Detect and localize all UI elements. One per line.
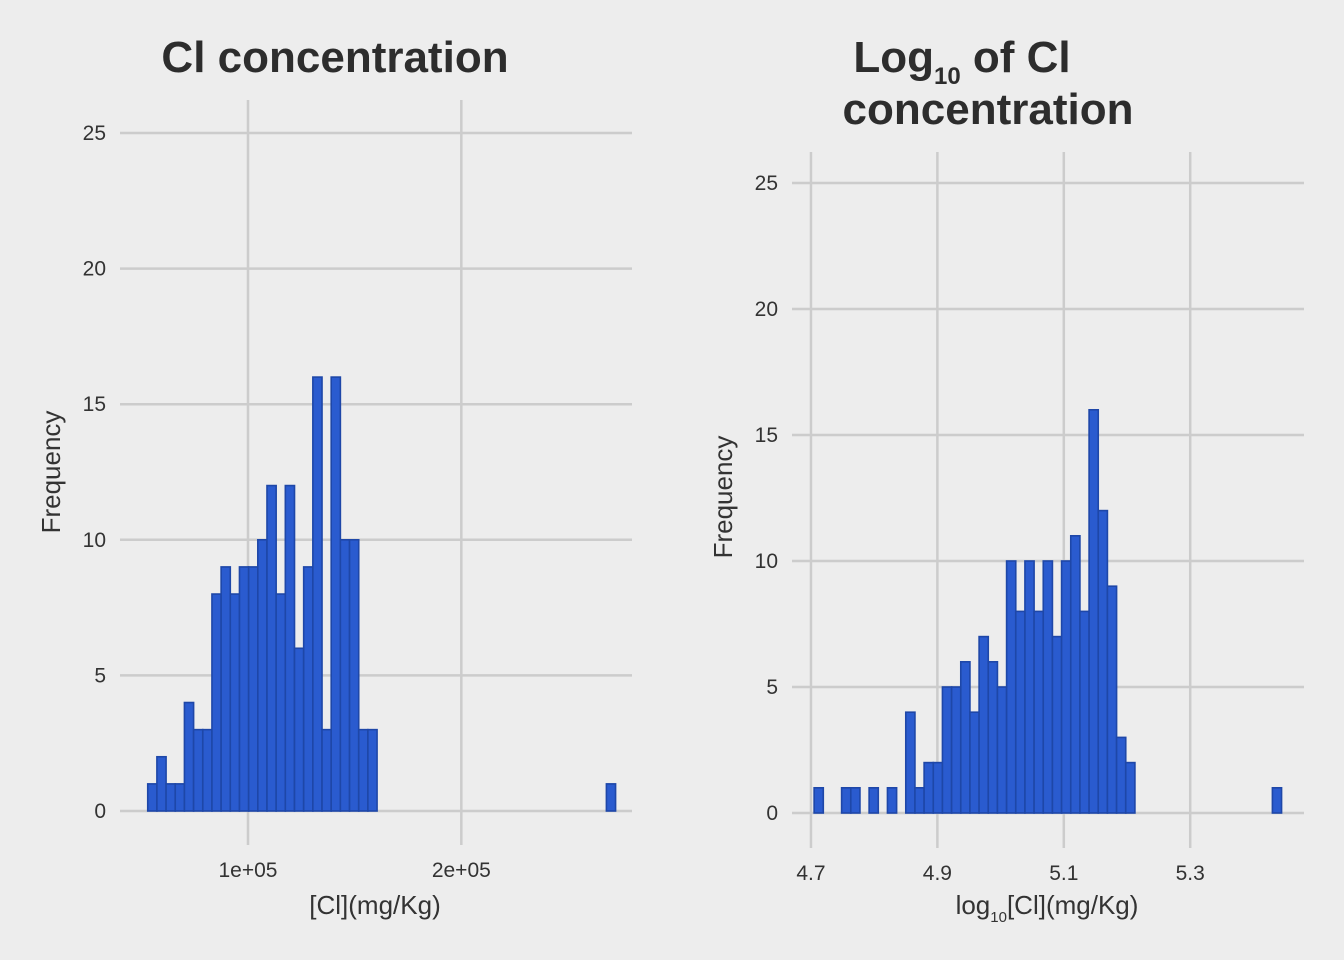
y-tick-label: 10	[755, 550, 778, 573]
y-tick-label: 20	[755, 298, 778, 321]
y-tick-label: 25	[83, 122, 106, 145]
y-tick-label: 15	[83, 393, 106, 416]
chart-title-line-2: concentration	[843, 85, 1134, 134]
histogram-bar	[357, 728, 369, 812]
panel-cl-concentration: Cl concentration 0 5 10 15 20 25 1e+05 2e+05 […	[36, 33, 632, 920]
histogram-bar	[238, 566, 250, 812]
histogram-bar	[868, 786, 880, 814]
histogram-bar	[932, 761, 944, 814]
histogram-bar	[302, 566, 314, 812]
x-tick-label: 2e+05	[432, 859, 491, 882]
x-tick-label: 5.3	[1176, 862, 1205, 885]
y-tick-labels: 0 5 10 15 20 25	[83, 122, 106, 823]
histogram-bar	[183, 701, 195, 812]
histogram-bar	[605, 783, 617, 812]
y-tick-label: 0	[94, 800, 106, 823]
histogram-bar	[201, 728, 213, 812]
x-tick-label: 1e+05	[219, 859, 278, 882]
histogram-bar	[1051, 635, 1063, 814]
chart-title-line-1: Log10 of Cl	[853, 33, 1070, 90]
histogram-bar	[969, 711, 980, 814]
histogram-bar	[886, 786, 898, 814]
histogram-bar	[914, 786, 925, 814]
histogram-bar	[1024, 560, 1035, 814]
histogram-bar	[156, 755, 167, 812]
histogram-bar	[1097, 509, 1109, 814]
x-tick-labels: 4.7 4.9 5.1 5.3	[796, 862, 1204, 885]
histogram-bar	[211, 593, 222, 812]
y-tick-labels: 0 5 10 15 20 25	[755, 172, 778, 825]
histogram-bar	[192, 728, 204, 812]
x-axis-label: log10[Cl](mg/Kg)	[956, 890, 1139, 926]
y-tick-label: 20	[83, 258, 106, 281]
histogram-bar	[367, 728, 378, 812]
histogram-bar	[849, 786, 861, 814]
histogram-bar	[1271, 786, 1283, 814]
histogram-bar	[1106, 585, 1118, 814]
x-tick-label: 5.1	[1049, 862, 1078, 885]
histogram-bar	[146, 783, 158, 812]
y-tick-label: 0	[766, 802, 778, 825]
histogram-bars	[813, 408, 1283, 814]
y-tick-label: 5	[94, 664, 106, 687]
x-tick-labels: 1e+05 2e+05	[219, 859, 491, 882]
y-tick-label: 25	[755, 172, 778, 195]
histogram-bar	[330, 376, 342, 812]
histogram-bar	[247, 566, 259, 812]
histogram-bar	[904, 711, 916, 814]
histogram-bar	[321, 728, 333, 812]
histogram-bar	[1088, 408, 1100, 814]
histogram-bar	[1079, 610, 1090, 814]
histogram-bar	[987, 660, 999, 814]
y-tick-label: 15	[755, 424, 778, 447]
histogram-bar	[165, 783, 177, 812]
histogram-bar	[174, 783, 186, 812]
histogram-bar	[257, 538, 268, 812]
histogram-bar	[1005, 560, 1017, 814]
histogram-bar	[813, 786, 825, 814]
histogram-bar	[284, 484, 296, 812]
x-tick-label: 4.7	[796, 862, 825, 885]
histogram-bar	[941, 686, 953, 814]
histogram-bar	[1124, 761, 1136, 814]
x-tick-label: 4.9	[923, 862, 952, 885]
histogram-bar	[840, 786, 852, 814]
histogram-bar	[312, 376, 323, 812]
histogram-bar	[1060, 560, 1072, 814]
histogram-bar	[959, 660, 971, 814]
y-axis-label: Frequency	[36, 411, 66, 534]
histogram-bar	[1069, 534, 1081, 814]
histogram-bar	[1115, 736, 1127, 814]
histogram-bar	[220, 566, 232, 812]
histogram-bar	[1042, 560, 1054, 814]
histogram-bar	[1014, 610, 1026, 814]
histogram-bar	[978, 635, 990, 814]
histogram-bar	[950, 686, 962, 814]
y-tick-label: 10	[83, 529, 106, 552]
histogram-bar	[293, 647, 305, 812]
histogram-bar	[923, 761, 935, 814]
panel-log10-cl-concentration: Log10 of Cl concentration 0 5 10 15 20 25 4.7…	[708, 33, 1304, 926]
histogram-bar	[348, 538, 360, 812]
y-tick-label: 5	[766, 676, 778, 699]
histogram-bar	[266, 484, 277, 812]
y-axis-label: Frequency	[708, 436, 738, 559]
histogram-bar	[275, 593, 287, 812]
histogram-bar	[996, 686, 1008, 814]
histogram-bar	[229, 593, 241, 812]
histogram-bars	[146, 376, 617, 812]
x-axis-label: [Cl](mg/Kg)	[309, 890, 440, 920]
histogram-bar	[1033, 610, 1045, 814]
chart-title: Cl concentration	[161, 33, 508, 82]
histogram-bar	[339, 538, 351, 812]
